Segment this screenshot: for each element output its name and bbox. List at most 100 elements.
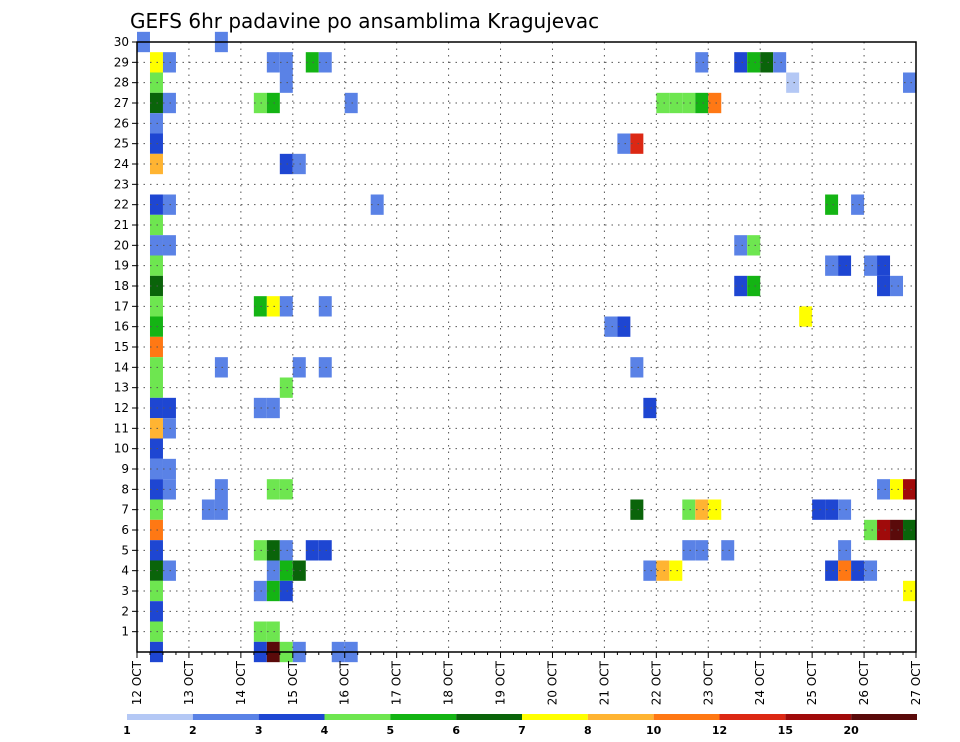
heatmap-cell	[682, 92, 696, 114]
y-tick-label: 1	[121, 625, 129, 639]
heatmap-cell	[825, 560, 839, 581]
heatmap-cell	[643, 397, 657, 419]
grid-lines	[137, 41, 916, 652]
heatmap-cell	[838, 499, 852, 520]
heatmap-cell	[864, 560, 878, 581]
colorbar-segment	[653, 714, 720, 720]
colorbar-segment	[587, 714, 654, 720]
heatmap-cell	[318, 540, 332, 561]
heatmap-cell	[318, 357, 332, 378]
heatmap-cell	[630, 357, 644, 378]
heatmap-cell	[279, 153, 293, 175]
heatmap-cell	[305, 540, 319, 561]
heatmap-cell	[734, 275, 748, 297]
heatmap-cell	[864, 255, 878, 276]
heatmap-cell	[747, 235, 761, 256]
heatmap-cell	[149, 214, 163, 236]
heatmap-cell	[266, 52, 280, 73]
heatmap-cell	[149, 580, 163, 602]
heatmap-cell	[864, 519, 878, 541]
heatmap-cell	[149, 72, 163, 93]
heatmap-cell	[734, 52, 748, 73]
y-tick-label: 30	[114, 35, 129, 49]
colorbar-label: 15	[778, 724, 793, 737]
heatmap-cell	[721, 540, 735, 561]
y-tick-label: 6	[121, 523, 129, 537]
y-tick-label: 21	[114, 218, 129, 232]
heatmap-cell	[149, 438, 163, 459]
heatmap-cell	[149, 560, 163, 581]
y-tick-label: 27	[114, 96, 129, 110]
heatmap-cell	[305, 52, 319, 73]
colorbar-label: 6	[452, 724, 460, 737]
y-axis-ticks: 1234567891011121314151617181920212223242…	[114, 35, 137, 639]
heatmap-cell	[292, 153, 306, 175]
colorbar-label: 12	[712, 724, 727, 737]
heatmap-cell	[734, 235, 748, 256]
y-tick-label: 9	[121, 462, 129, 476]
heatmap-cell	[669, 92, 683, 114]
y-tick-label: 23	[114, 177, 129, 191]
x-tick-label: 14 OCT	[234, 660, 248, 705]
heatmap-cell	[162, 397, 176, 419]
colorbar-segment	[192, 714, 259, 720]
heatmap-cell	[149, 397, 163, 419]
y-tick-label: 12	[114, 401, 129, 415]
heatmap-cell	[747, 52, 761, 73]
heatmap-cell	[149, 255, 163, 276]
heatmap-cell	[149, 52, 163, 73]
colorbar-label: 20	[844, 724, 860, 737]
heatmap-cell	[149, 113, 163, 134]
y-tick-label: 11	[114, 421, 129, 435]
heatmap-cell	[149, 336, 163, 358]
heatmap-cell	[643, 560, 657, 581]
heatmap-cell	[214, 499, 228, 520]
heatmap-cell	[149, 540, 163, 561]
heatmap-cell	[279, 540, 293, 561]
colorbar-label: 2	[189, 724, 197, 737]
heatmap-cell	[318, 52, 332, 73]
colorbar-label: 1	[123, 724, 131, 737]
heatmap-cell	[747, 275, 761, 297]
heatmap-cell	[149, 377, 163, 398]
heatmap-cell	[903, 72, 916, 93]
y-tick-label: 2	[121, 604, 129, 618]
x-tick-label: 22 OCT	[649, 660, 663, 705]
x-tick-label: 20 OCT	[545, 660, 559, 705]
colorbar-segment	[258, 714, 325, 720]
x-tick-label: 17 OCT	[390, 660, 404, 705]
heatmap-cell	[279, 72, 293, 93]
heatmap-cell	[266, 479, 280, 500]
heatmap-cell	[266, 621, 280, 642]
heatmap-cell	[149, 316, 163, 337]
heatmap-cell	[812, 499, 826, 520]
heatmap-cell	[162, 52, 176, 73]
y-tick-label: 14	[114, 360, 129, 374]
heatmap-cell	[253, 621, 267, 642]
colorbar-segment	[719, 714, 786, 720]
heatmap-cell	[903, 479, 916, 500]
y-tick-label: 10	[114, 442, 129, 456]
heatmap-cell	[279, 560, 293, 581]
y-tick-label: 7	[121, 503, 129, 517]
x-tick-label: 27 OCT	[909, 660, 923, 705]
heatmap-cell	[851, 194, 865, 215]
heatmap-cell	[214, 357, 228, 378]
colorbar-segment	[522, 714, 588, 720]
heatmap-cell	[149, 499, 163, 520]
heatmap-cell	[890, 479, 904, 500]
colorbar-segment	[390, 714, 457, 720]
heatmap-cell	[903, 519, 916, 541]
y-tick-label: 15	[114, 340, 129, 354]
heatmap-cell	[344, 92, 358, 114]
y-tick-label: 17	[114, 299, 129, 313]
heatmap-cell	[682, 540, 696, 561]
x-tick-label: 26 OCT	[857, 660, 871, 705]
heatmap-cell	[279, 52, 293, 73]
heatmap-cell	[760, 52, 774, 73]
heatmap-cell	[149, 133, 163, 154]
heatmap-cell	[162, 560, 176, 581]
colorbar-segment	[324, 714, 391, 720]
heatmap-cell	[162, 458, 176, 480]
